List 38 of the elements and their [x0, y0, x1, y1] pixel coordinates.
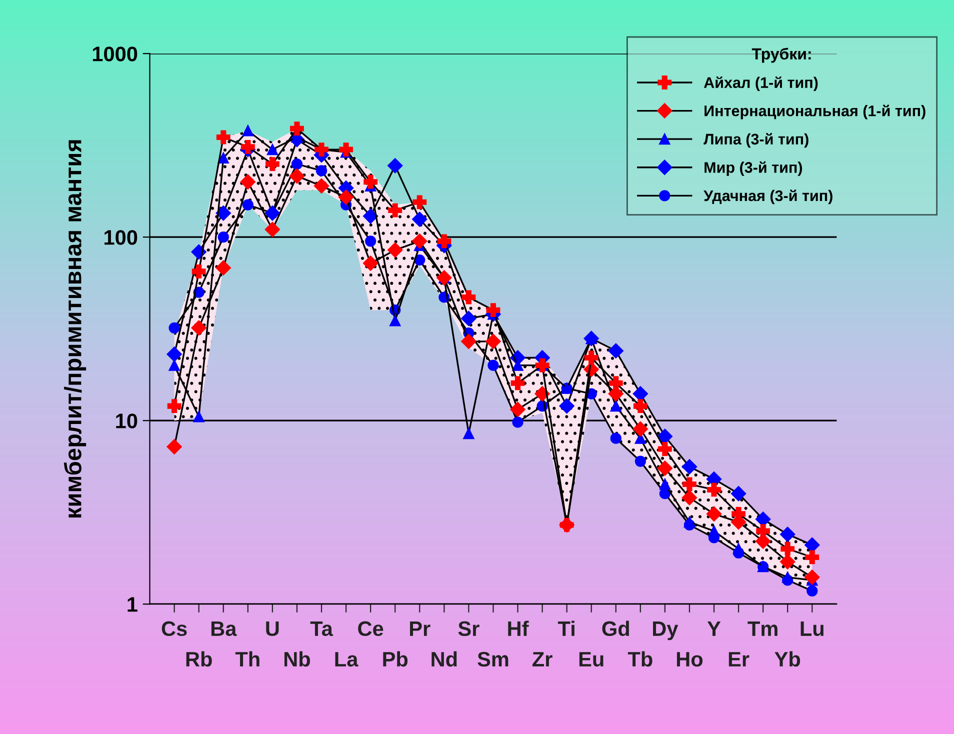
x-tick-label: Ce: [358, 621, 384, 636]
x-tick-label: Th: [235, 651, 260, 666]
x-tick-label: Ba: [211, 622, 237, 636]
x-tick-label: Dy: [653, 622, 678, 640]
legend-label: Интернациональная (1-й тип): [704, 104, 926, 120]
y-tick-label: 1000: [92, 46, 138, 62]
x-tick-label: Zr: [532, 652, 552, 666]
x-tick-label: Gd: [602, 620, 629, 636]
x-tick-label: Sm: [478, 652, 508, 667]
x-tick-label: Lu: [800, 622, 824, 636]
x-tick-label: Hf: [508, 620, 529, 636]
x-tick-label: Rb: [186, 651, 212, 667]
x-tick-label: Pr: [410, 622, 430, 636]
legend-label: Липа (3-й тип): [704, 133, 808, 148]
y-tick-label: 10: [116, 414, 138, 428]
legend-label: Мир (3-й тип): [704, 161, 802, 176]
x-tick-label: Pb: [383, 651, 408, 667]
x-tick-label: Cs: [162, 621, 187, 636]
x-tick-label: La: [335, 652, 358, 667]
x-tick-label: Yb: [774, 651, 800, 667]
x-tick-label: Ta: [310, 622, 334, 636]
x-tick-label: Sr: [458, 621, 480, 636]
legend-title: Трубки:: [752, 48, 811, 63]
x-tick-label: Er: [728, 652, 750, 666]
x-tick-label: Nb: [284, 651, 310, 667]
x-tick-label: Ho: [676, 652, 703, 667]
x-tick-label: Tm: [748, 622, 778, 636]
legend-label: Айхал (1-й тип): [704, 76, 818, 92]
x-tick-label: U: [266, 622, 279, 636]
x-tick-label: Y: [707, 622, 721, 636]
y-tick-label: 100: [104, 230, 138, 245]
x-tick-label: Tb: [628, 651, 652, 667]
x-tick-label: Ti: [558, 620, 574, 636]
legend-label: Удачная (3-й тип): [704, 190, 832, 204]
y-axis-title: кимберлит/примитивная мантия: [64, 140, 86, 518]
x-tick-label: Nd: [432, 651, 457, 667]
x-tick-label: Eu: [579, 652, 604, 667]
y-tick-label: 1: [128, 597, 138, 612]
